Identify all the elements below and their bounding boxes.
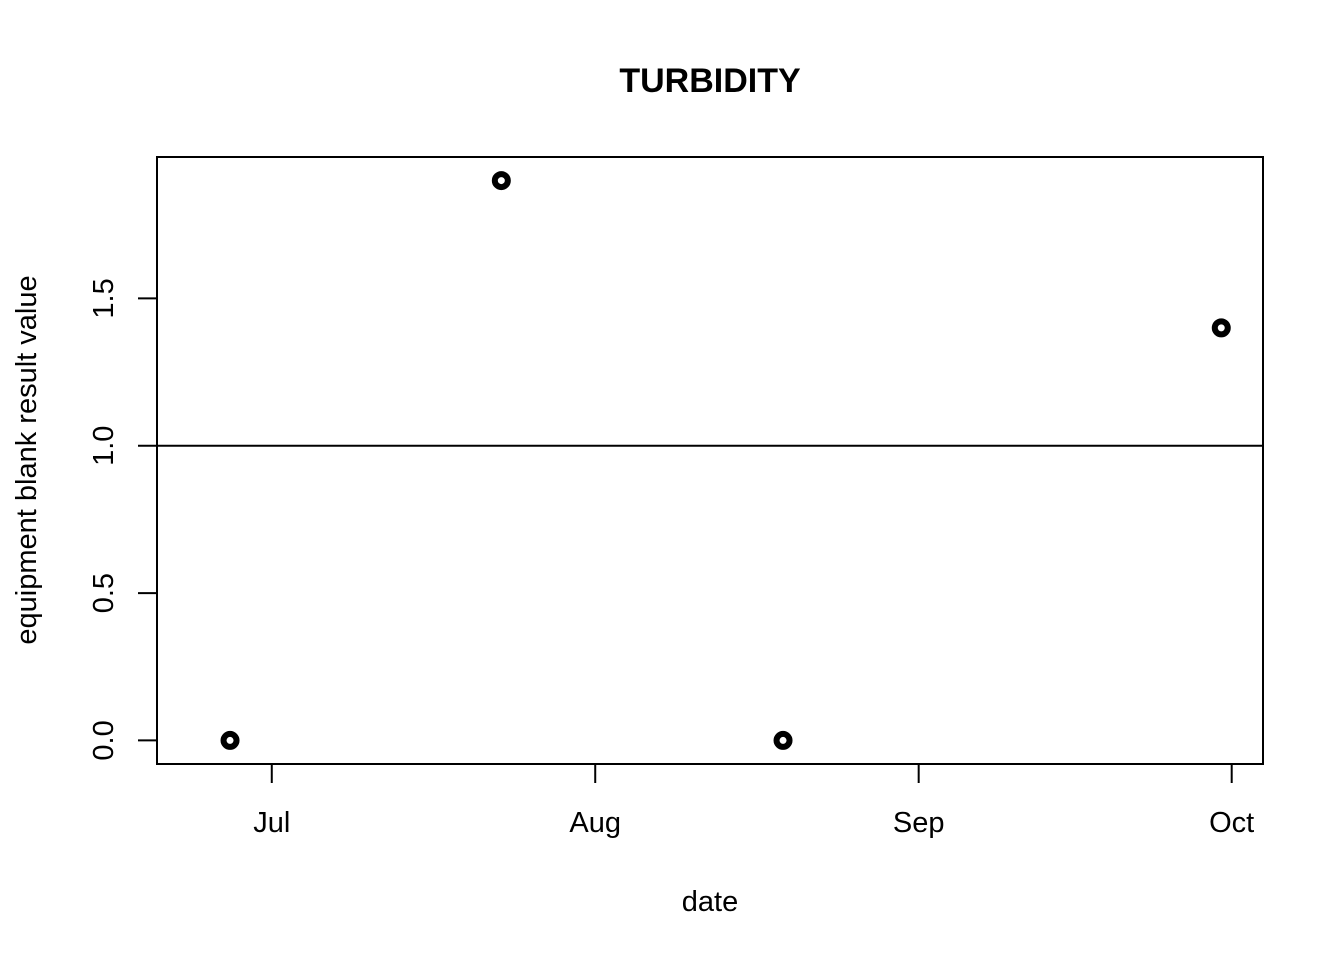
data-point bbox=[773, 730, 793, 750]
chart-title: TURBIDITY bbox=[619, 62, 801, 100]
x-tick-label: Aug bbox=[569, 807, 621, 839]
x-tick-label: Oct bbox=[1209, 807, 1254, 839]
data-points bbox=[220, 171, 1231, 750]
y-tick-label: 0.0 bbox=[88, 720, 120, 760]
x-tick-label: Jul bbox=[253, 807, 290, 839]
data-point bbox=[220, 730, 240, 750]
x-axis: Jul Aug Sep Oct bbox=[253, 764, 1254, 839]
y-axis-label: equipment blank result value bbox=[11, 275, 43, 644]
y-tick-label: 1.0 bbox=[88, 426, 120, 466]
x-axis-label: date bbox=[682, 886, 738, 918]
data-point bbox=[491, 171, 511, 191]
y-axis: 0.0 0.5 1.0 1.5 bbox=[88, 278, 157, 761]
data-point bbox=[1211, 318, 1231, 338]
y-tick-label: 0.5 bbox=[88, 573, 120, 613]
y-tick-label: 1.5 bbox=[88, 278, 120, 318]
x-tick-label: Sep bbox=[893, 807, 945, 839]
plot-frame bbox=[156, 156, 1264, 765]
